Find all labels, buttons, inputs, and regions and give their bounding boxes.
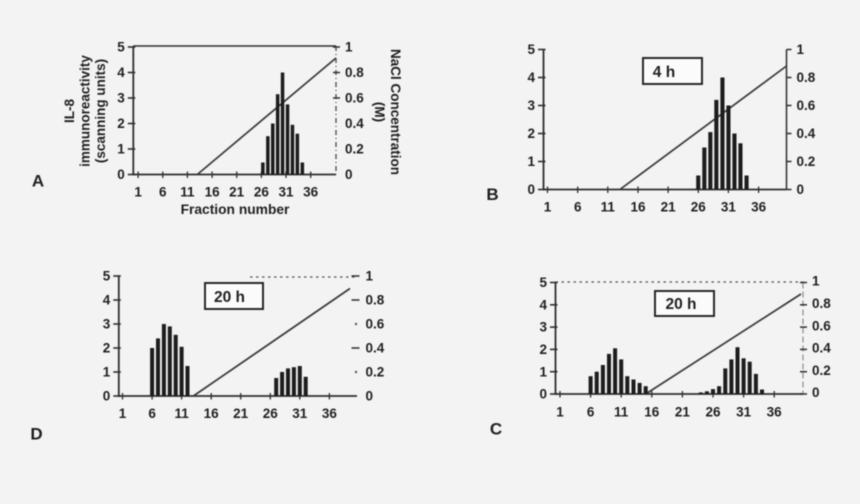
svg-text:16: 16 <box>204 406 220 421</box>
svg-text:36: 36 <box>303 185 319 200</box>
svg-text:1: 1 <box>366 269 374 284</box>
svg-text:4 h: 4 h <box>653 64 675 81</box>
svg-text:26: 26 <box>705 405 721 420</box>
svg-text:4: 4 <box>103 293 111 308</box>
svg-text:4: 4 <box>527 70 535 85</box>
svg-text:20 h: 20 h <box>214 289 245 306</box>
svg-text:11: 11 <box>180 185 195 200</box>
svg-text:0.8: 0.8 <box>366 293 385 308</box>
svg-text:6: 6 <box>148 406 156 421</box>
svg-text:6: 6 <box>159 185 167 200</box>
svg-text:0: 0 <box>117 167 125 182</box>
svg-text:2: 2 <box>117 116 125 131</box>
svg-text:0: 0 <box>366 389 374 404</box>
svg-text:0.8: 0.8 <box>812 296 831 311</box>
svg-text:0: 0 <box>103 389 111 404</box>
svg-text:0.4: 0.4 <box>345 116 364 131</box>
svg-text:21: 21 <box>661 200 677 215</box>
svg-text:0: 0 <box>539 387 547 402</box>
svg-text:0.6: 0.6 <box>366 317 385 332</box>
svg-text:2: 2 <box>527 126 535 141</box>
svg-text:0: 0 <box>797 182 805 197</box>
svg-text:16: 16 <box>205 185 221 200</box>
svg-text:36: 36 <box>322 406 338 421</box>
svg-text:0: 0 <box>345 167 353 182</box>
svg-text:5: 5 <box>103 269 111 284</box>
svg-text:0.6: 0.6 <box>797 98 816 113</box>
svg-text:0: 0 <box>527 182 535 197</box>
svg-text:IL-8: IL-8 <box>62 99 77 123</box>
svg-text:16: 16 <box>644 405 660 420</box>
svg-text:Fraction number: Fraction number <box>181 202 290 217</box>
svg-text:5: 5 <box>117 40 125 55</box>
svg-text:0.2: 0.2 <box>345 142 364 157</box>
svg-text:0.4: 0.4 <box>366 341 385 356</box>
svg-text:6: 6 <box>574 200 582 215</box>
svg-text:1: 1 <box>103 365 111 380</box>
svg-text:5: 5 <box>527 42 535 57</box>
svg-text:1: 1 <box>556 405 564 420</box>
svg-text:1: 1 <box>544 200 552 215</box>
svg-text:(M): (M) <box>372 102 387 122</box>
svg-text:21: 21 <box>675 405 691 420</box>
svg-text:11: 11 <box>614 405 629 420</box>
svg-text:D: D <box>30 425 42 444</box>
svg-text:C: C <box>490 420 502 439</box>
svg-text:21: 21 <box>233 406 249 421</box>
svg-text:11: 11 <box>601 200 616 215</box>
svg-text:16: 16 <box>630 200 646 215</box>
svg-text:31: 31 <box>278 185 294 200</box>
svg-text:36: 36 <box>751 200 767 215</box>
svg-text:20 h: 20 h <box>665 296 696 313</box>
svg-text:1: 1 <box>345 40 353 55</box>
svg-text:0.8: 0.8 <box>797 70 816 85</box>
svg-text:3: 3 <box>103 317 111 332</box>
svg-text:0.4: 0.4 <box>797 126 816 141</box>
svg-text:4: 4 <box>117 65 125 80</box>
svg-text:11: 11 <box>174 406 189 421</box>
svg-text:21: 21 <box>229 185 245 200</box>
svg-text:0.6: 0.6 <box>812 318 831 333</box>
svg-text:A: A <box>32 172 44 191</box>
svg-text:1: 1 <box>539 364 547 379</box>
svg-text:0.2: 0.2 <box>366 365 385 380</box>
svg-text:3: 3 <box>527 98 535 113</box>
svg-text:NaCl Concentration: NaCl Concentration <box>388 49 403 175</box>
svg-text:1: 1 <box>117 142 125 157</box>
svg-text:26: 26 <box>263 406 279 421</box>
svg-text:0.6: 0.6 <box>345 91 364 106</box>
svg-text:1: 1 <box>797 42 805 57</box>
svg-text:6: 6 <box>587 405 595 420</box>
svg-text:0.8: 0.8 <box>345 65 364 80</box>
svg-text:36: 36 <box>767 405 783 420</box>
svg-text:0: 0 <box>812 385 820 400</box>
svg-text:26: 26 <box>254 185 270 200</box>
svg-text:(scanning units): (scanning units) <box>93 59 108 163</box>
svg-text:31: 31 <box>292 406 308 421</box>
svg-text:2: 2 <box>103 341 111 356</box>
svg-text:0.4: 0.4 <box>812 341 831 356</box>
svg-text:1: 1 <box>119 406 127 421</box>
svg-text:5: 5 <box>539 275 547 290</box>
svg-text:1: 1 <box>134 185 142 200</box>
svg-text:B: B <box>486 185 498 204</box>
svg-text:31: 31 <box>736 405 752 420</box>
svg-text:immunoreactivity: immunoreactivity <box>78 55 93 167</box>
svg-text:2: 2 <box>539 342 547 357</box>
svg-text:0.2: 0.2 <box>797 154 816 169</box>
svg-text:4: 4 <box>539 297 547 312</box>
svg-text:3: 3 <box>117 91 125 106</box>
svg-text:1: 1 <box>812 274 820 289</box>
svg-text:3: 3 <box>539 320 547 335</box>
svg-text:26: 26 <box>691 200 707 215</box>
svg-text:31: 31 <box>721 200 737 215</box>
svg-text:1: 1 <box>527 154 535 169</box>
svg-text:0.2: 0.2 <box>812 363 831 378</box>
